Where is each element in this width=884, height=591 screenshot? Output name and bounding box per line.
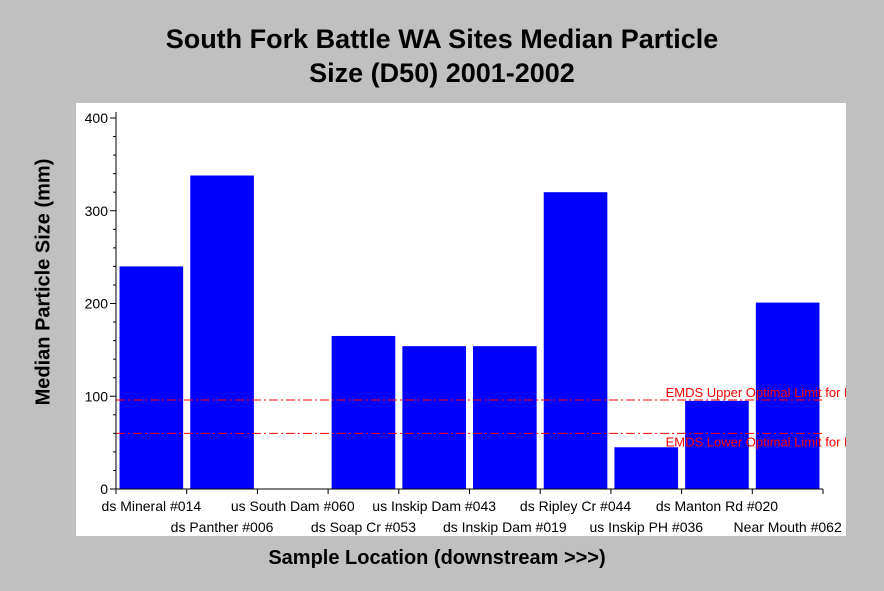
x-axis-label: Sample Location (downstream >>>) bbox=[268, 547, 606, 569]
x-tick-label-6: ds Inskip Dam #019 bbox=[443, 519, 567, 535]
y-tick-label-5: 400 bbox=[85, 110, 109, 126]
plot-panel: EMDS Upper Optimal Limit for D50 = 96 mm… bbox=[76, 103, 846, 536]
bar-8 bbox=[614, 447, 679, 489]
x-tick-label-8: us Inskip PH #036 bbox=[589, 519, 703, 535]
bar-5 bbox=[402, 346, 466, 489]
bar-9 bbox=[685, 400, 749, 489]
bar-2 bbox=[190, 175, 254, 489]
chart-title-line-1: South Fork Battle WA Sites Median Partic… bbox=[165, 24, 719, 54]
bar-1 bbox=[119, 266, 184, 489]
chart-title: South Fork Battle WA Sites Median Partic… bbox=[0, 22, 884, 90]
bar-6 bbox=[473, 346, 537, 489]
x-tick-label-4: ds Soap Cr #053 bbox=[311, 519, 416, 535]
x-tick-label-3: us South Dam #060 bbox=[231, 498, 355, 514]
chart-title-line-2: Size (D50) 2001-2002 bbox=[309, 58, 575, 88]
x-tick-label-1: ds Mineral #014 bbox=[102, 498, 202, 514]
x-tick-label-10: Near Mouth #062 bbox=[734, 519, 842, 535]
reference-label-2: EMDS Lower Optimal Limit for D50 = 60 mm bbox=[666, 434, 846, 449]
axes-group: 0 100 200 300 400 ds Mineral #014 ds Panther #… bbox=[85, 110, 842, 535]
bars-group bbox=[119, 175, 820, 489]
y-tick-label-2: 100 bbox=[85, 388, 109, 404]
x-tick-label-5: us Inskip Dam #043 bbox=[372, 498, 496, 514]
y-tick-label-1: 0 bbox=[100, 481, 108, 497]
x-tick-label-2: ds Panther #006 bbox=[171, 519, 274, 535]
x-tick-label-9: ds Manton Rd #020 bbox=[656, 498, 778, 514]
y-tick-label-4: 300 bbox=[85, 203, 109, 219]
y-axis-label: Median Particle Size (mm) bbox=[32, 158, 55, 406]
reference-label-1: EMDS Upper Optimal Limit for D50 = 96 mm bbox=[666, 385, 846, 400]
bar-10 bbox=[755, 302, 820, 489]
x-tick-label-7: ds Ripley Cr #044 bbox=[520, 498, 631, 514]
bar-7 bbox=[543, 192, 608, 489]
reference-lines-group: EMDS Upper Optimal Limit for D50 = 96 mm… bbox=[116, 385, 846, 449]
bar-4 bbox=[331, 335, 396, 489]
y-tick-label-3: 200 bbox=[85, 296, 109, 312]
bar-chart: EMDS Upper Optimal Limit for D50 = 96 mm… bbox=[85, 110, 846, 535]
